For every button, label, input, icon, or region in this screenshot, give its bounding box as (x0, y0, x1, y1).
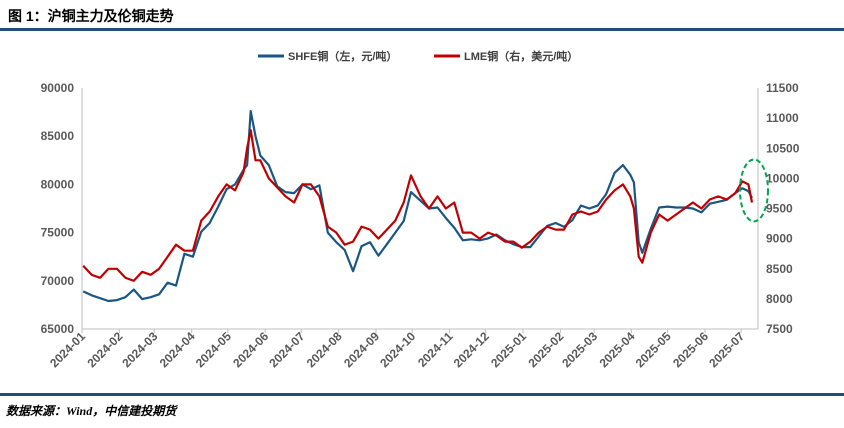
x-tick-label: 2025-02 (525, 329, 566, 370)
y-right-tick-label: 11000 (766, 111, 799, 125)
chart-lines (82, 110, 754, 303)
y-left-tick-label: 90000 (41, 81, 75, 95)
x-tick-label: 2024-07 (266, 329, 307, 370)
top-rule (0, 28, 844, 31)
y-left-tick-label: 65000 (41, 322, 75, 336)
x-tick-label: 2024-04 (157, 329, 198, 370)
y-right-tick-label: 8000 (766, 292, 793, 306)
x-tick-label: 2024-12 (451, 329, 492, 370)
bottom-rule (0, 393, 844, 396)
highlight-ellipse (738, 158, 769, 223)
y-right-tick-label: 10500 (766, 141, 800, 155)
x-tick-label: 2025-01 (488, 329, 529, 370)
y-right-tick-label: 9500 (766, 202, 793, 216)
chart-axes: 65000 70000 75000 80000 85000 90000 7500 8000 85… (41, 81, 800, 370)
x-tick-label: 2024-11 (415, 329, 456, 370)
legend-label: LME铜（右，美元/吨） (464, 49, 578, 63)
x-tick-label: 2024-10 (377, 329, 418, 370)
y-left-tick-label: 80000 (41, 177, 75, 191)
x-tick-label: 2025-05 (633, 329, 674, 370)
lme-copper-line (82, 129, 754, 282)
y-right-tick-label: 10000 (766, 171, 800, 185)
y-right-tick-label: 7500 (766, 322, 793, 336)
y-left-tick-label: 70000 (41, 274, 75, 288)
x-tick-label: 2024-06 (230, 329, 271, 370)
figure-title: 图 1：沪铜主力及伦铜走势 (8, 8, 174, 24)
x-tick-label: 2024-05 (193, 329, 234, 370)
y-right-tick-label: 8500 (766, 262, 793, 276)
y-right-tick-label: 11500 (766, 81, 799, 95)
legend-label: SHFE铜（左，元/吨） (288, 49, 397, 63)
x-tick-label: 2025-06 (670, 329, 711, 370)
x-tick-label: 2025-07 (706, 329, 747, 370)
chart-legend: SHFE铜（左，元/吨） LME铜（右，美元/吨） (258, 49, 578, 63)
x-tick-label: 2024-03 (119, 329, 160, 370)
y-left-tick-label: 75000 (41, 226, 75, 240)
y-left-tick-label: 85000 (41, 129, 75, 143)
chart-annotation (738, 158, 769, 223)
shfe-copper-line (82, 110, 753, 303)
y-right-tick-label: 9000 (766, 232, 793, 246)
copper-price-chart: SHFE铜（左，元/吨） LME铜（右，美元/吨） 65000 70000 75000… (41, 49, 800, 370)
x-tick-label: 2024-08 (304, 329, 345, 370)
x-tick-label: 2024-02 (84, 329, 125, 370)
x-tick-label: 2025-03 (559, 329, 600, 370)
x-tick-label: 2024-09 (341, 329, 382, 370)
source-note: 数据来源：Wind，中信建投期货 (6, 404, 177, 418)
x-tick-label: 2025-04 (597, 329, 638, 370)
